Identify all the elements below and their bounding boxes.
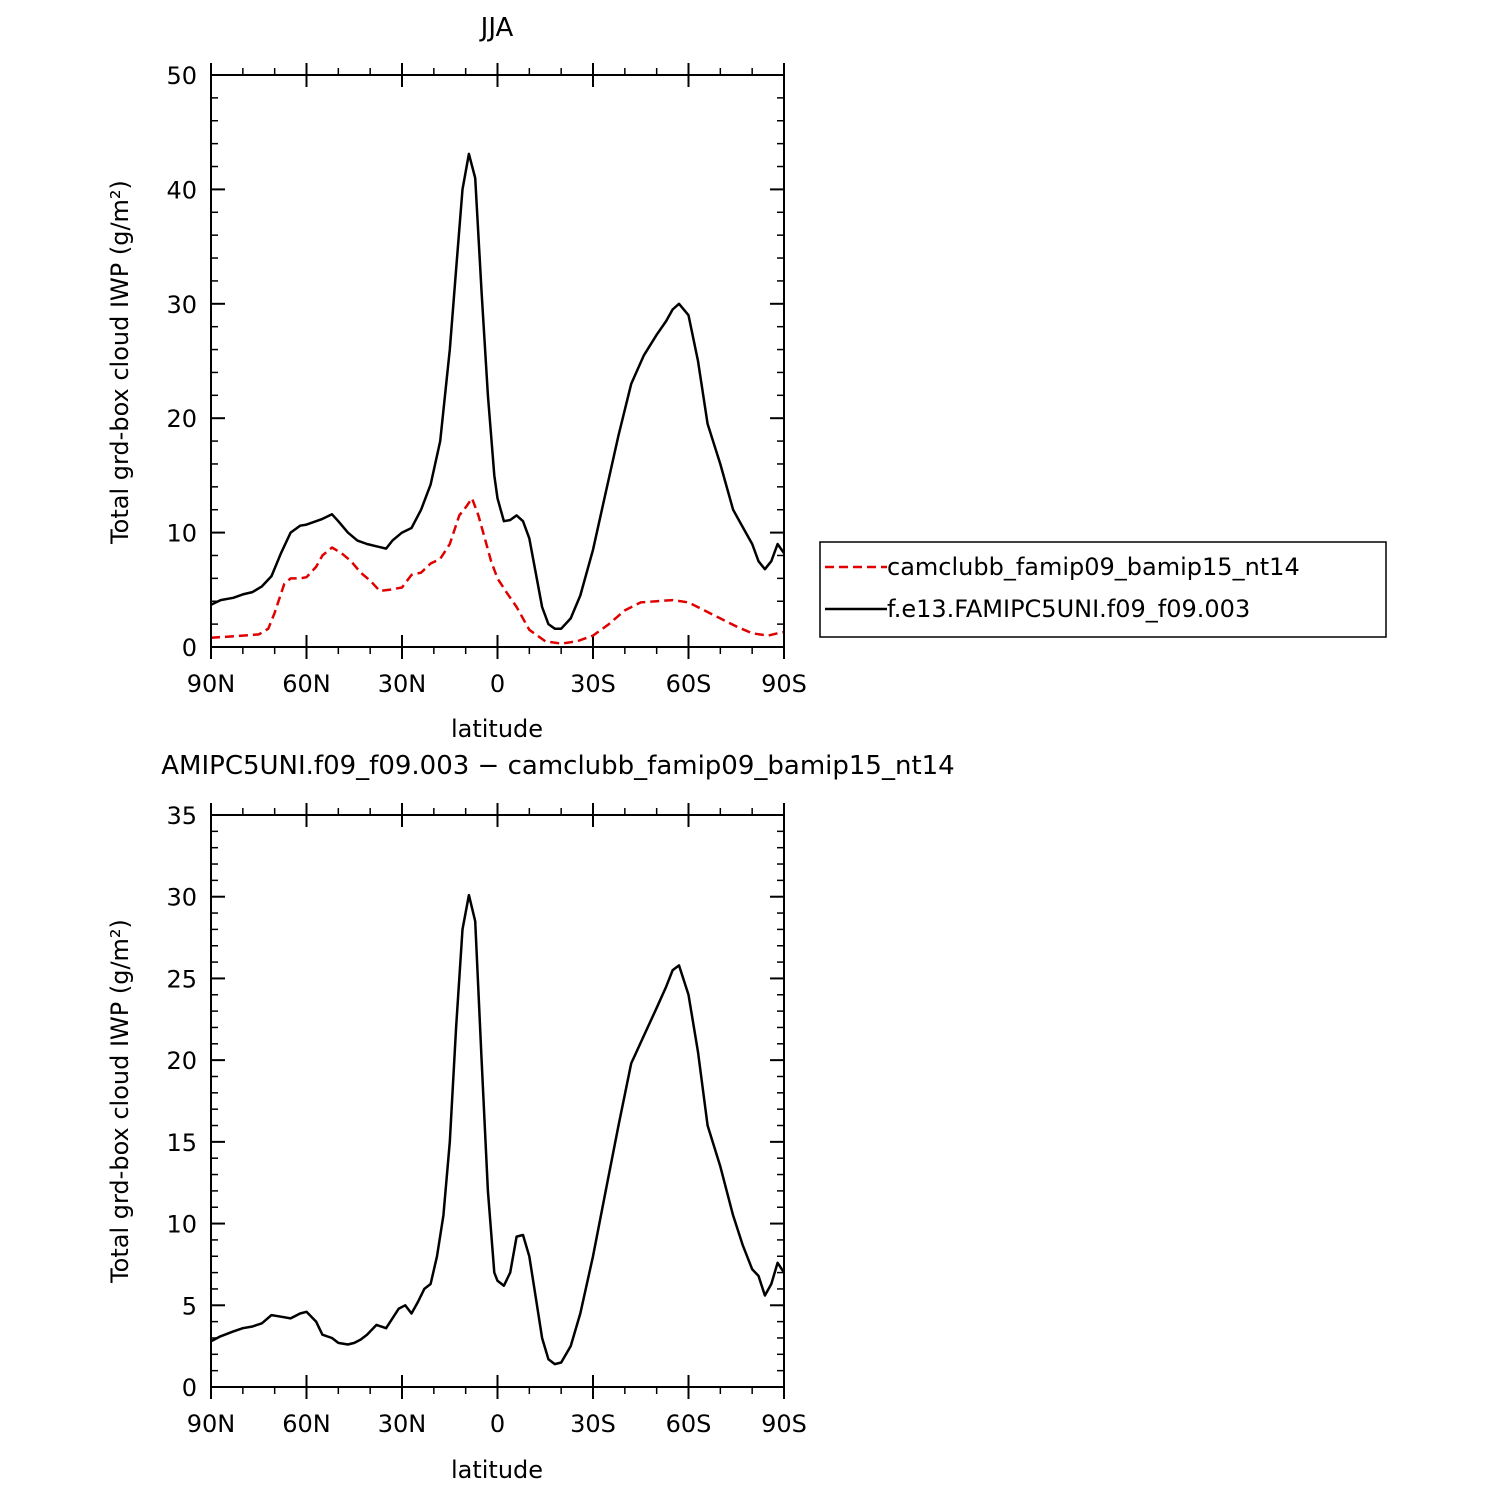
top-panel-series [210, 152, 786, 645]
bottom-panel: AMIPC5UNI.f09_f09.003 − camclubb_famip09… [106, 751, 955, 1484]
top-panel-y-tick-label: 40 [166, 176, 197, 204]
bottom-panel-series [210, 893, 786, 1366]
top-panel-y-axis-label: Total grd-box cloud IWP (g/m²) [106, 180, 134, 545]
bottom-panel-y-tick-label: 0 [182, 1374, 197, 1402]
top-panel-series-line-camclubb [210, 497, 785, 645]
bottom-panel-plot-frame [210, 814, 785, 1388]
bottom-panel-x-tick-label: 90N [187, 1410, 236, 1438]
top-panel-x-tick-label: 0 [490, 670, 505, 698]
top-panel-x-tick-label: 60S [666, 670, 712, 698]
bottom-panel-x-tick-label: 30N [378, 1410, 427, 1438]
bottom-panel-y-tick-label: 15 [166, 1129, 197, 1157]
top-panel-x-tick-label: 60N [282, 670, 331, 698]
top-panel-title: JJA [479, 13, 514, 43]
top-panel-y-tick-label: 10 [166, 520, 197, 548]
bottom-panel-y-axis-label: Total grd-box cloud IWP (g/m²) [106, 919, 134, 1284]
bottom-panel-y-tick-label: 25 [166, 965, 197, 993]
top-panel-plot-frame [210, 74, 785, 648]
top-panel-ticks: 0 10 20 30 40 50 90N 60N 30N 0 30S 60S 90S [166, 62, 806, 698]
legend-label-camclubb: camclubb_famip09_bamip15_nt14 [887, 553, 1300, 581]
bottom-panel-y-tick-label: 5 [182, 1292, 197, 1320]
bottom-panel-y-tick-label: 35 [166, 802, 197, 830]
bottom-panel-x-tick-label: 30S [570, 1410, 616, 1438]
top-panel-y-tick-label: 0 [182, 634, 197, 662]
bottom-panel-x-tick-label: 0 [490, 1410, 505, 1438]
legend-box [819, 541, 1387, 638]
bottom-panel-x-tick-label: 60N [282, 1410, 331, 1438]
top-panel-x-axis-label: latitude [451, 715, 543, 743]
top-panel-y-tick-label: 20 [166, 405, 197, 433]
bottom-panel-y-tick-label: 30 [166, 884, 197, 912]
top-panel-series-line-fe13 [210, 152, 786, 630]
top-panel-x-tick-label: 90S [761, 670, 807, 698]
legend: camclubb_famip09_bamip15_nt14 f.e13.FAMI… [819, 541, 1387, 638]
top-panel-x-tick-label: 30N [378, 670, 427, 698]
bottom-panel-x-axis-label: latitude [451, 1456, 543, 1484]
top-panel: JJA Total grd-box cloud IWP (g/m²) latit… [106, 13, 807, 743]
bottom-panel-title: AMIPC5UNI.f09_f09.003 − camclubb_famip09… [161, 751, 954, 781]
bottom-panel-y-tick-label: 20 [166, 1047, 197, 1075]
bottom-panel-ticks: 0 5 10 15 20 25 30 35 90N 60N 30N 0 30S 60S 90S [166, 802, 806, 1438]
legend-label-fe13: f.e13.FAMIPC5UNI.f09_f09.003 [887, 595, 1250, 623]
bottom-panel-y-tick-label: 10 [166, 1211, 197, 1239]
top-panel-y-tick-label: 50 [166, 62, 197, 90]
top-panel-x-tick-label: 90N [187, 670, 236, 698]
bottom-panel-x-tick-label: 60S [666, 1410, 712, 1438]
bottom-panel-series-line-fe13 [210, 893, 786, 1366]
top-panel-y-tick-label: 30 [166, 291, 197, 319]
bottom-panel-x-tick-label: 90S [761, 1410, 807, 1438]
top-panel-x-tick-label: 30S [570, 670, 616, 698]
